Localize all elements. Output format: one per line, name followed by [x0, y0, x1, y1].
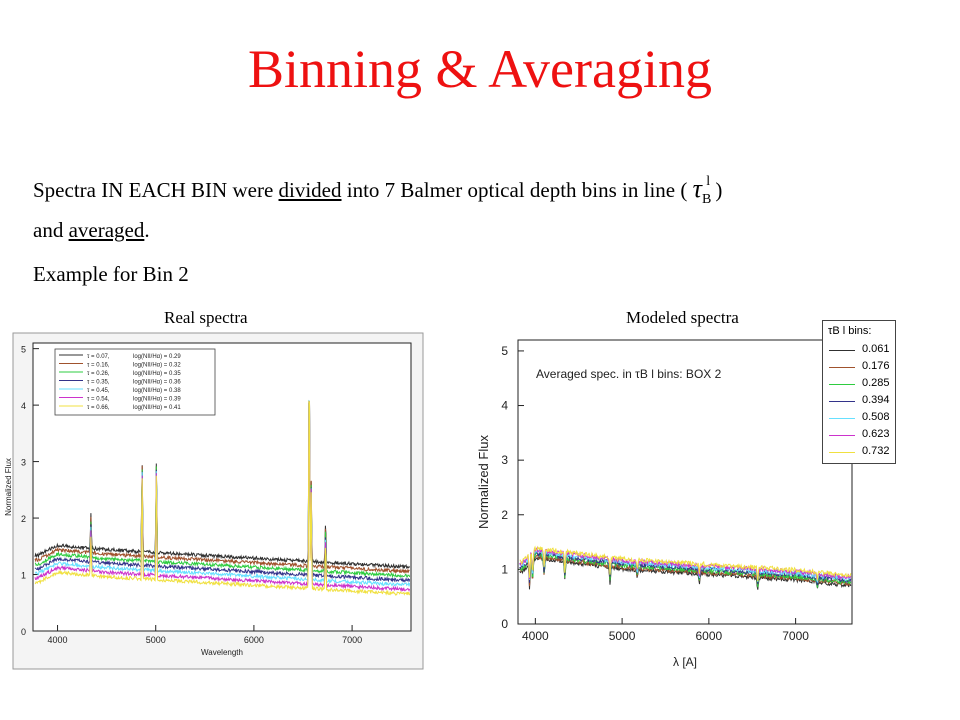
legend-swatch [829, 418, 855, 419]
tau-sub: B [701, 192, 712, 207]
spectrum-series [34, 401, 411, 593]
y-axis-label: Normalized Flux [476, 435, 491, 529]
real-legend-tau: τ = 0.35, [87, 380, 110, 386]
real-legend-tau: τ = 0.26, [87, 371, 110, 377]
legend-value: 0.394 [862, 394, 890, 406]
tau-sup: l [706, 174, 711, 189]
y-tick-label: 5 [21, 345, 26, 355]
y-tick-label: 0 [21, 627, 26, 637]
y-tick-label: 5 [501, 344, 508, 358]
legend-item: 0.061 [829, 343, 893, 357]
tau-symbol: τ [692, 174, 702, 203]
example-label: Example for Bin 2 [33, 262, 189, 286]
description-paragraph: Spectra IN EACH BIN were divided into 7 … [33, 166, 913, 246]
spectrum-series [34, 400, 411, 596]
para-averaged: averaged [68, 218, 145, 242]
x-tick-label: 4000 [522, 629, 549, 643]
y-tick-label: 3 [21, 458, 26, 468]
x-tick-label: 5000 [146, 635, 166, 645]
real-legend-tau: τ = 0.54, [87, 397, 110, 403]
legend-item: 0.394 [829, 394, 893, 408]
x-tick-label: 5000 [609, 629, 636, 643]
spectrum-series [519, 545, 852, 582]
real-legend-ratio: log(NII/Hα) = 0.36 [133, 380, 181, 386]
real-legend-tau: τ = 0.45, [87, 388, 110, 394]
legend-value: 0.732 [862, 445, 890, 457]
y-tick-label: 4 [21, 401, 26, 411]
x-tick-label: 6000 [244, 635, 264, 645]
x-tick-label: 4000 [48, 635, 68, 645]
spectrum-series [34, 401, 410, 574]
legend-value: 0.176 [862, 360, 890, 372]
legend-value: 0.285 [862, 377, 890, 389]
legend-swatch [829, 452, 855, 453]
y-tick-label: 0 [501, 617, 508, 631]
para-text-2: into 7 Balmer optical depth bins in line… [341, 178, 688, 202]
legend-item: 0.732 [829, 445, 893, 459]
x-tick-label: 7000 [342, 635, 362, 645]
y-tick-label: 2 [501, 508, 508, 522]
spectrum-series [34, 402, 410, 570]
slide-title: Binning & Averaging [248, 39, 712, 99]
y-axis-label: Normalized Flux [4, 458, 13, 516]
legend-value: 0.061 [862, 343, 890, 355]
legend-swatch [829, 350, 855, 351]
chart-1: 4000 5000 6000 7000 0 1 2 3 4 5 Wavelength Normaliz… [4, 332, 424, 670]
legend-item: 0.285 [829, 377, 893, 391]
model-legend: τB l bins: 0.061 0.176 0.285 0.394 0.508 0.62… [822, 320, 896, 464]
spectrum-series [519, 546, 852, 581]
real-legend-box [54, 348, 216, 416]
real-legend-ratio: log(NII/Hα) = 0.35 [133, 371, 181, 377]
real-legend-ratio: log(NII/Hα) = 0.41 [133, 405, 181, 411]
para-text-4: and [33, 218, 69, 242]
x-tick-label: 7000 [782, 629, 809, 643]
x-axis-label: λ [A] [673, 655, 697, 669]
real-legend-ratio: log(NII/Hα) = 0.38 [133, 388, 181, 394]
x-axis-label: Wavelength [201, 648, 243, 657]
spectrum-series [34, 400, 411, 583]
y-tick-label: 1 [501, 562, 508, 576]
legend-item: 0.176 [829, 360, 893, 374]
caption-real: Real spectra [164, 308, 248, 327]
legend-title: τB l bins: [828, 325, 872, 337]
model-plot-title: Averaged spec. in τB l bins: BOX 2 [536, 367, 722, 381]
para-text-5: . [144, 218, 150, 242]
real-legend-tau: τ = 0.07, [87, 354, 110, 360]
real-legend-tau: τ = 0.66, [87, 405, 110, 411]
y-tick-label: 4 [501, 399, 508, 413]
legend-value: 0.508 [862, 411, 890, 423]
y-tick-label: 1 [21, 571, 26, 581]
caption-model: Modeled spectra [626, 308, 739, 327]
spectrum-series [519, 551, 852, 588]
y-tick-label: 2 [21, 514, 26, 524]
spectrum-series [34, 402, 411, 579]
legend-swatch [829, 435, 855, 436]
chart-2: 4000 5000 6000 7000 0 1 2 3 4 5 λ [A] Normalized Fl… [476, 339, 853, 669]
para-divided: divided [278, 178, 342, 202]
real-legend-tau: τ = 0.16, [87, 363, 110, 369]
para-text-1: Spectra IN EACH BIN were [33, 178, 279, 202]
x-tick-label: 6000 [696, 629, 723, 643]
legend-swatch [829, 367, 855, 368]
y-tick-label: 3 [501, 453, 508, 467]
para-text-3: ) [715, 178, 723, 202]
real-legend-ratio: log(NII/Hα) = 0.29 [133, 354, 181, 360]
legend-item: 0.623 [829, 428, 893, 442]
legend-swatch [829, 384, 855, 385]
legend-value: 0.623 [862, 428, 890, 440]
legend-swatch [829, 401, 855, 402]
real-legend-ratio: log(NII/Hα) = 0.39 [133, 397, 181, 403]
legend-item: 0.508 [829, 411, 893, 425]
spectrum-series [34, 399, 411, 587]
real-legend-ratio: log(NII/Hα) = 0.32 [133, 363, 181, 369]
